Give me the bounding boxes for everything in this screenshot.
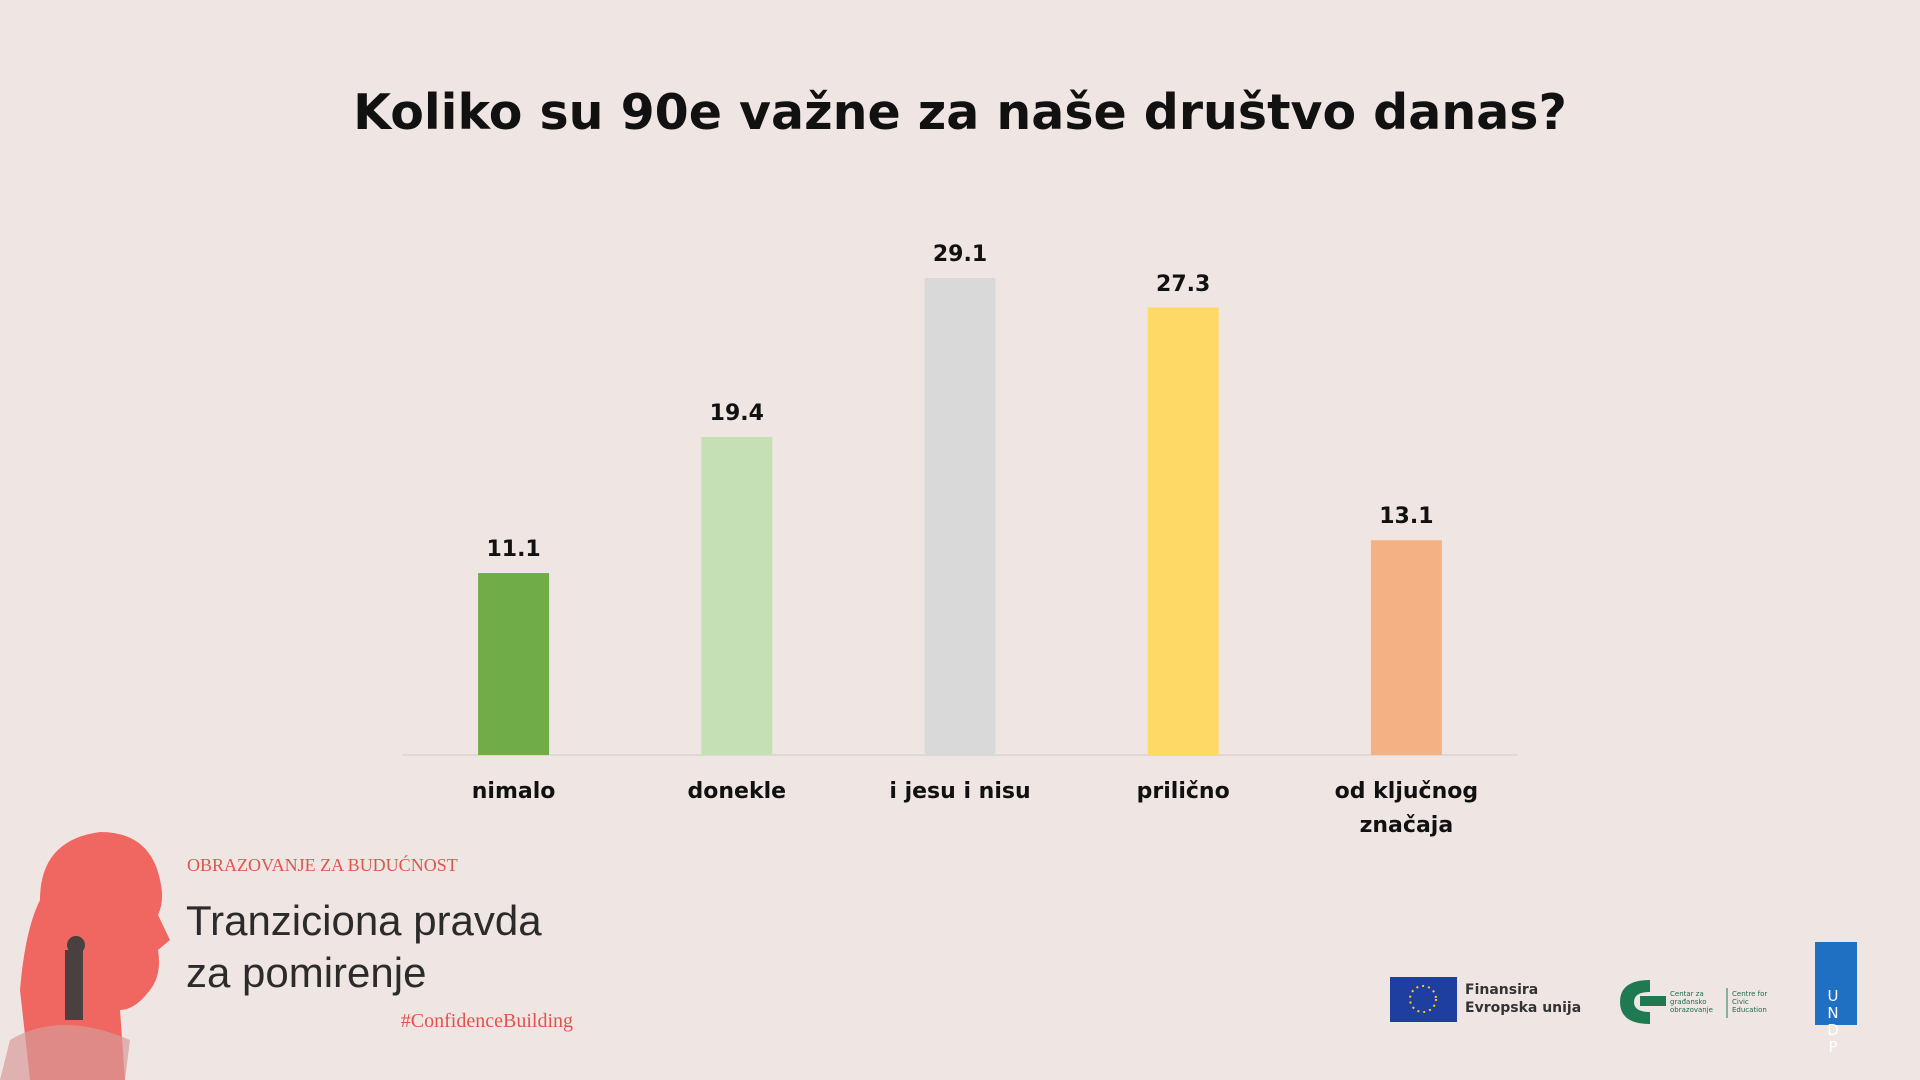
value-label: 27.3 xyxy=(1156,271,1211,297)
value-label: 11.1 xyxy=(486,537,541,563)
x-tick-label: nimalo xyxy=(471,779,556,804)
bar xyxy=(924,278,996,755)
eu-flag xyxy=(1390,977,1457,1022)
value-label: 13.1 xyxy=(1379,504,1434,530)
cce-text: Centre for Civic Education xyxy=(1732,990,1768,1014)
chart-title: Koliko su 90e važne za naše društvo dana… xyxy=(353,84,1567,141)
value-label: 29.1 xyxy=(932,242,988,267)
hashtag: #ConfidenceBuilding xyxy=(400,1010,573,1032)
bar xyxy=(701,437,773,755)
x-tick-label: i jesu i nisu xyxy=(889,779,1031,804)
cce-text: Centar za građansko obrazovanje xyxy=(1670,990,1713,1014)
eu-text: Finansira xyxy=(1465,982,1539,998)
bar xyxy=(478,573,550,755)
bar xyxy=(1370,540,1442,755)
x-tick-label: od ključnog značaja xyxy=(1334,779,1479,838)
x-tick-label: donekle xyxy=(687,779,787,804)
undp-logo: UNDP xyxy=(1815,942,1857,1056)
value-label: 19.4 xyxy=(709,401,764,426)
eu-text: Evropska unija xyxy=(1465,1000,1582,1016)
footer-title: za pomirenje xyxy=(186,949,427,996)
bar xyxy=(1147,307,1219,755)
undp-text: UNDP xyxy=(1827,987,1849,1056)
kicker: OBRAZOVANJE ZA BUDUĆNOST xyxy=(187,855,458,875)
footer-title: Tranziciona pravda xyxy=(186,897,542,944)
x-tick-label: prilično xyxy=(1136,779,1230,804)
cce-logo xyxy=(1620,980,1728,1024)
illustration xyxy=(0,832,170,1080)
